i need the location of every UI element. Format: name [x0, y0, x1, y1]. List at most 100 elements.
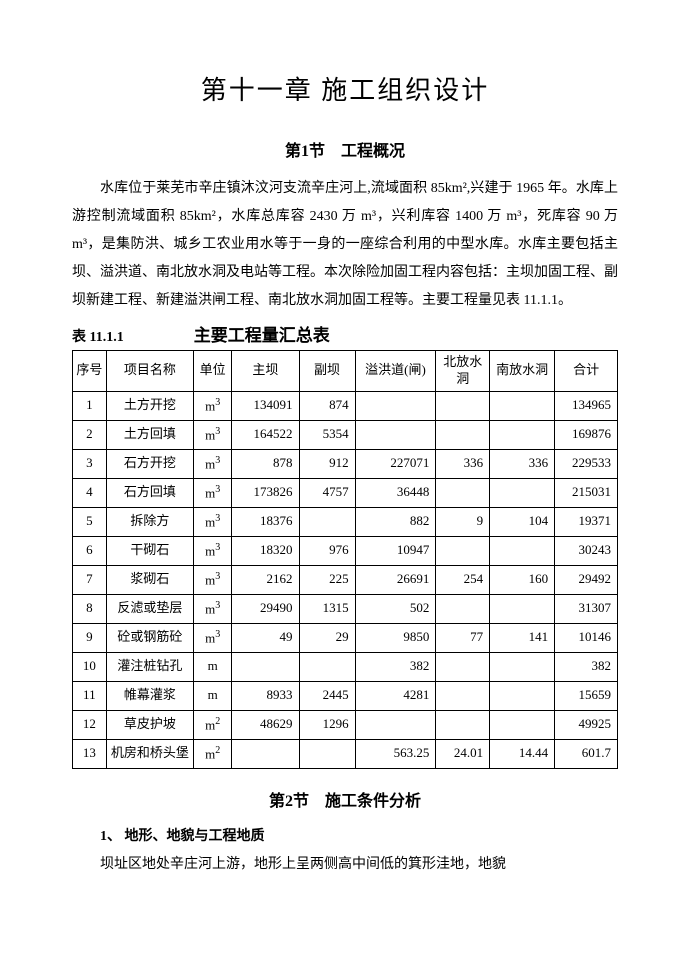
- table-cell: 15659: [555, 681, 618, 710]
- table-cell: 18376: [232, 507, 299, 536]
- table-cell: 10: [73, 652, 107, 681]
- table-cell: 12: [73, 710, 107, 739]
- table-cell: 254: [436, 565, 490, 594]
- table-header-cell: 溢洪道(闸): [355, 351, 436, 392]
- table-cell: 49: [232, 623, 299, 652]
- table-cell: [490, 536, 555, 565]
- table-cell: 2445: [299, 681, 355, 710]
- table-cell: 36448: [355, 478, 436, 507]
- table-cell: 1296: [299, 710, 355, 739]
- table-cell: 3: [73, 449, 107, 478]
- main-table: 序号项目名称单位主坝副坝溢洪道(闸)北放水洞南放水洞合计 1土方开挖m31340…: [72, 350, 618, 769]
- table-cell: [355, 391, 436, 420]
- table-cell: 草皮护坡: [106, 710, 193, 739]
- table-row: 12草皮护坡m248629129649925: [73, 710, 618, 739]
- table-cell: 29492: [555, 565, 618, 594]
- table-cell: 227071: [355, 449, 436, 478]
- table-cell: 169876: [555, 420, 618, 449]
- table-cell: 10947: [355, 536, 436, 565]
- table-cell: 灌注桩钻孔: [106, 652, 193, 681]
- table-cell: 336: [490, 449, 555, 478]
- table-cell: m3: [194, 478, 232, 507]
- table-row: 11帷幕灌浆m89332445428115659: [73, 681, 618, 710]
- table-cell: [490, 391, 555, 420]
- table-cell: 173826: [232, 478, 299, 507]
- table-cell: 1315: [299, 594, 355, 623]
- table-cell: 29: [299, 623, 355, 652]
- table-cell: 4: [73, 478, 107, 507]
- table-cell: m3: [194, 536, 232, 565]
- sub-heading-1: 1、 地形、地貌与工程地质: [72, 825, 618, 845]
- table-cell: m2: [194, 739, 232, 768]
- table-cell: 48629: [232, 710, 299, 739]
- table-cell: 229533: [555, 449, 618, 478]
- table-row: 4石方回填m3173826475736448215031: [73, 478, 618, 507]
- table-cell: 砼或钢筋砼: [106, 623, 193, 652]
- table-cell: [436, 420, 490, 449]
- table-cell: 9: [436, 507, 490, 536]
- table-cell: [355, 710, 436, 739]
- table-cell: [436, 478, 490, 507]
- table-row: 5拆除方m318376882910419371: [73, 507, 618, 536]
- table-cell: 164522: [232, 420, 299, 449]
- table-cell: [436, 652, 490, 681]
- table-cell: [436, 681, 490, 710]
- table-cell: 4757: [299, 478, 355, 507]
- table-header-cell: 北放水洞: [436, 351, 490, 392]
- table-cell: 976: [299, 536, 355, 565]
- table-cell: [436, 536, 490, 565]
- table-cell: 382: [355, 652, 436, 681]
- table-cell: 874: [299, 391, 355, 420]
- chapter-title: 第十一章 施工组织设计: [72, 70, 618, 107]
- table-cell: 8: [73, 594, 107, 623]
- table-cell: 912: [299, 449, 355, 478]
- table-cell: 134091: [232, 391, 299, 420]
- table-cell: m3: [194, 565, 232, 594]
- table-cell: [355, 420, 436, 449]
- table-row: 8反滤或垫层m329490131550231307: [73, 594, 618, 623]
- table-cell: [232, 739, 299, 768]
- table-cell: 6: [73, 536, 107, 565]
- table-heading-row: 表 11.1.1 主要工程量汇总表: [72, 321, 618, 346]
- table-cell: 8933: [232, 681, 299, 710]
- table-cell: 134965: [555, 391, 618, 420]
- table-header-cell: 副坝: [299, 351, 355, 392]
- table-cell: [490, 710, 555, 739]
- table-cell: 干砌石: [106, 536, 193, 565]
- table-cell: [436, 391, 490, 420]
- table-header-cell: 单位: [194, 351, 232, 392]
- table-cell: 土方回填: [106, 420, 193, 449]
- table-cell: 拆除方: [106, 507, 193, 536]
- table-row: 1土方开挖m3134091874134965: [73, 391, 618, 420]
- table-cell: 563.25: [355, 739, 436, 768]
- table-cell: 2: [73, 420, 107, 449]
- table-cell: 11: [73, 681, 107, 710]
- table-cell: 石方开挖: [106, 449, 193, 478]
- table-cell: m3: [194, 507, 232, 536]
- table-cell: [436, 710, 490, 739]
- table-cell: [232, 652, 299, 681]
- table-header-cell: 主坝: [232, 351, 299, 392]
- table-cell: 19371: [555, 507, 618, 536]
- table-cell: 10146: [555, 623, 618, 652]
- table-title: 主要工程量汇总表: [194, 321, 330, 346]
- table-cell: 浆砌石: [106, 565, 193, 594]
- table-cell: [490, 420, 555, 449]
- table-cell: 77: [436, 623, 490, 652]
- table-row: 9砼或钢筋砼m3492998507714110146: [73, 623, 618, 652]
- table-cell: 26691: [355, 565, 436, 594]
- table-cell: [490, 478, 555, 507]
- table-cell: m3: [194, 449, 232, 478]
- table-cell: [299, 507, 355, 536]
- table-cell: 土方开挖: [106, 391, 193, 420]
- table-row: 10灌注桩钻孔m382382: [73, 652, 618, 681]
- table-cell: 882: [355, 507, 436, 536]
- table-cell: m: [194, 652, 232, 681]
- table-cell: m3: [194, 594, 232, 623]
- table-row: 2土方回填m31645225354169876: [73, 420, 618, 449]
- table-cell: [299, 739, 355, 768]
- paragraph-1: 水库位于莱芜市辛庄镇沐汶河支流辛庄河上,流域面积 85km²,兴建于 1965 …: [72, 175, 618, 315]
- table-row: 13机房和桥头堡m2563.2524.0114.44601.7: [73, 739, 618, 768]
- table-cell: [490, 681, 555, 710]
- table-cell: 225: [299, 565, 355, 594]
